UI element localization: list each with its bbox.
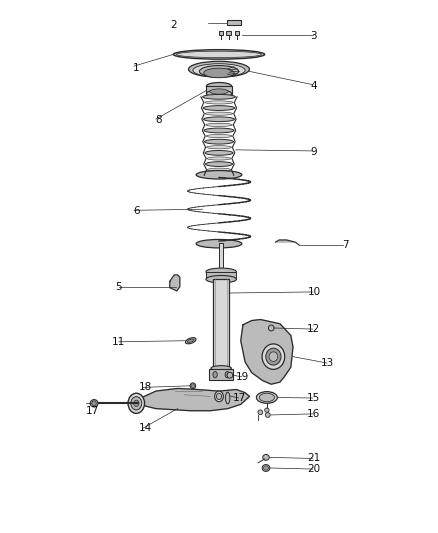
Ellipse shape <box>206 123 232 126</box>
Text: 14: 14 <box>138 423 152 433</box>
Ellipse shape <box>204 117 234 122</box>
Ellipse shape <box>204 68 234 78</box>
Bar <box>209 369 233 380</box>
Text: 3: 3 <box>311 31 317 42</box>
Polygon shape <box>170 275 180 291</box>
Ellipse shape <box>205 139 233 144</box>
Text: 12: 12 <box>307 324 321 334</box>
Bar <box>235 30 240 35</box>
Ellipse shape <box>265 413 270 417</box>
Text: 21: 21 <box>307 454 321 463</box>
Ellipse shape <box>211 366 231 371</box>
Ellipse shape <box>269 352 278 361</box>
Bar <box>219 243 223 272</box>
Ellipse shape <box>207 157 231 160</box>
Ellipse shape <box>173 50 265 59</box>
Ellipse shape <box>190 383 196 389</box>
Text: 6: 6 <box>133 206 140 216</box>
Text: 7: 7 <box>342 240 349 251</box>
Polygon shape <box>241 319 293 384</box>
Ellipse shape <box>206 146 232 149</box>
Ellipse shape <box>226 392 230 404</box>
Ellipse shape <box>196 239 242 248</box>
Ellipse shape <box>203 106 235 110</box>
Ellipse shape <box>199 66 239 77</box>
Ellipse shape <box>188 61 250 77</box>
Ellipse shape <box>187 339 194 342</box>
Bar <box>213 279 229 368</box>
Ellipse shape <box>191 384 194 387</box>
Ellipse shape <box>258 410 263 415</box>
Polygon shape <box>276 240 295 242</box>
Ellipse shape <box>90 400 98 407</box>
Text: 17: 17 <box>233 393 247 403</box>
Ellipse shape <box>206 173 232 177</box>
Ellipse shape <box>216 393 222 400</box>
Text: 18: 18 <box>138 382 152 392</box>
Ellipse shape <box>177 51 261 58</box>
Text: 20: 20 <box>307 464 321 474</box>
Ellipse shape <box>265 408 269 413</box>
Ellipse shape <box>262 465 270 471</box>
Ellipse shape <box>215 391 223 402</box>
Ellipse shape <box>256 392 277 403</box>
Ellipse shape <box>206 276 237 283</box>
Ellipse shape <box>128 393 145 414</box>
Text: 19: 19 <box>237 372 250 382</box>
Ellipse shape <box>196 171 242 179</box>
Text: 10: 10 <box>307 287 321 297</box>
Text: 1: 1 <box>133 63 140 72</box>
Ellipse shape <box>92 401 96 406</box>
Ellipse shape <box>205 112 233 115</box>
Text: 15: 15 <box>307 393 321 403</box>
Text: 4: 4 <box>311 81 317 91</box>
Text: 16: 16 <box>307 409 321 419</box>
Ellipse shape <box>206 83 232 90</box>
Bar <box>226 30 231 35</box>
Bar <box>206 86 232 94</box>
Ellipse shape <box>185 337 196 344</box>
Ellipse shape <box>213 372 217 378</box>
Text: 9: 9 <box>311 147 317 157</box>
Ellipse shape <box>227 372 233 378</box>
Ellipse shape <box>131 397 142 410</box>
Text: 8: 8 <box>155 115 161 125</box>
Ellipse shape <box>262 344 285 369</box>
Bar <box>206 272 237 279</box>
Ellipse shape <box>207 168 231 171</box>
Bar <box>227 20 241 25</box>
Ellipse shape <box>225 372 230 378</box>
Ellipse shape <box>193 63 245 77</box>
Ellipse shape <box>259 393 275 402</box>
Ellipse shape <box>206 268 237 276</box>
Ellipse shape <box>266 348 281 365</box>
Ellipse shape <box>204 128 234 133</box>
Ellipse shape <box>268 325 274 331</box>
Ellipse shape <box>263 455 269 461</box>
Ellipse shape <box>205 101 233 104</box>
Text: 17: 17 <box>86 406 99 416</box>
Ellipse shape <box>134 400 139 407</box>
Polygon shape <box>132 389 250 411</box>
Text: 11: 11 <box>111 337 125 347</box>
Text: 13: 13 <box>321 358 335 368</box>
Ellipse shape <box>263 466 268 470</box>
Ellipse shape <box>205 161 233 166</box>
Ellipse shape <box>210 89 228 94</box>
Ellipse shape <box>206 90 232 98</box>
Ellipse shape <box>203 94 235 99</box>
Ellipse shape <box>205 150 233 155</box>
Bar <box>219 30 223 35</box>
Ellipse shape <box>206 134 232 138</box>
Text: 2: 2 <box>170 20 177 30</box>
Text: 5: 5 <box>115 281 121 292</box>
